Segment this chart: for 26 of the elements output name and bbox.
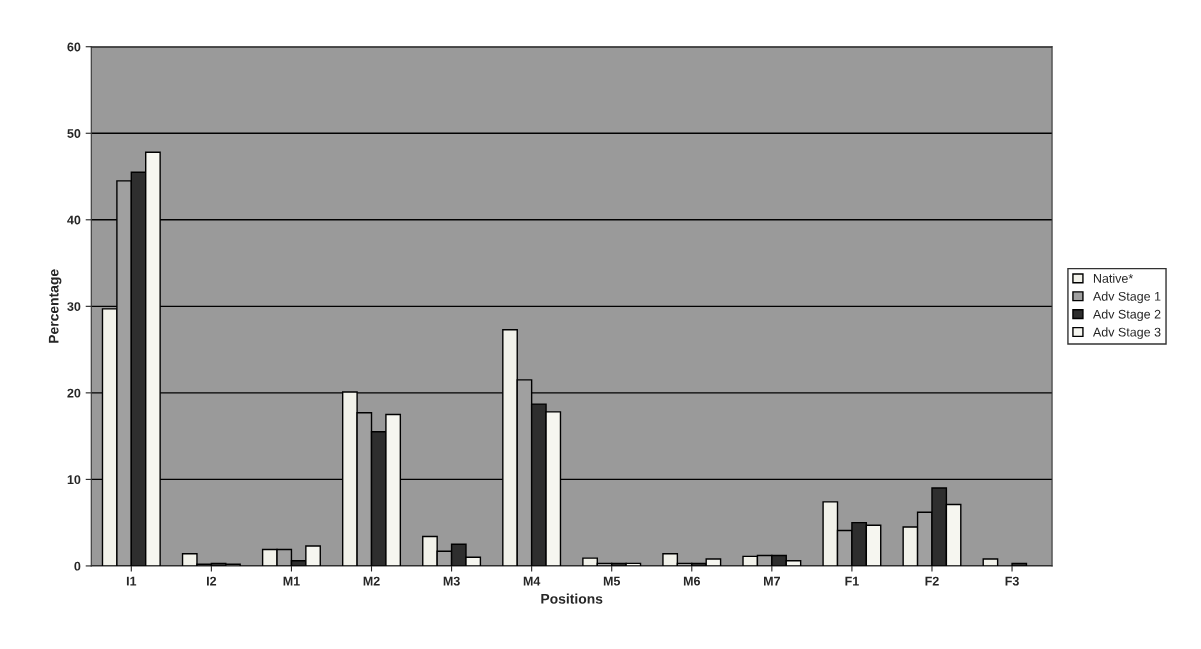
y-tick-label: 10	[67, 475, 81, 485]
x-tick-label: M7	[764, 576, 780, 586]
x-tick-label: M4	[523, 576, 541, 586]
x-tick-label: M3	[443, 576, 460, 586]
y-tick-label: 60	[67, 42, 81, 52]
x-tick-label: M6	[683, 576, 701, 586]
legend-label: Adv Stage 2	[1092, 309, 1161, 322]
x-axis-title: Positions	[541, 593, 603, 604]
x-tick-label: F2	[925, 576, 939, 586]
x-tick-label: F3	[1005, 576, 1019, 586]
y-tick-label: 50	[67, 129, 81, 138]
x-tick-label: I2	[207, 576, 217, 586]
y-tick-label: 20	[67, 388, 81, 398]
legend-label: Adv Stage 1	[1092, 291, 1161, 304]
x-tick-label: M5	[603, 576, 621, 586]
legend-label: Native*	[1093, 273, 1134, 283]
x-tick-label: M2	[363, 576, 380, 586]
legend-label: Adv Stage 3	[1092, 327, 1161, 340]
y-axis-title: Percentage	[48, 269, 62, 343]
x-tick-label: F1	[845, 576, 859, 586]
x-tick-label: I1	[126, 576, 137, 586]
y-tick-label: 40	[67, 215, 81, 225]
x-tick-label: M1	[283, 576, 300, 586]
y-tick-label: 0	[74, 561, 81, 571]
y-tick-label: 30	[67, 302, 81, 311]
bar	[982, 558, 999, 566]
